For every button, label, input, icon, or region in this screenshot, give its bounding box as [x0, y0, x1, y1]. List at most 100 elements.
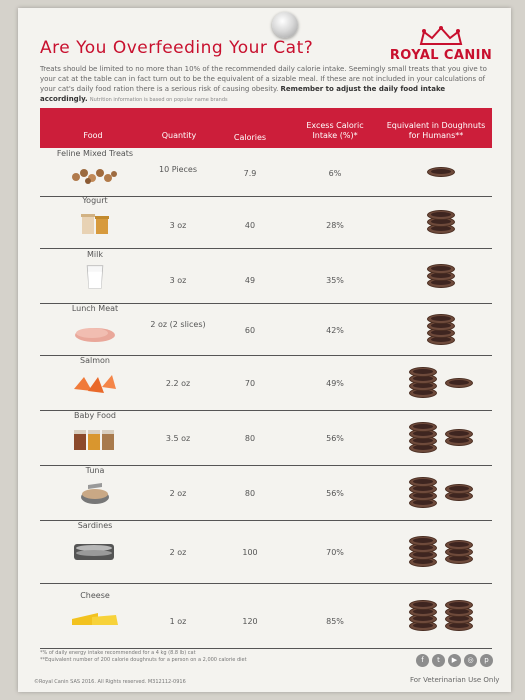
excess-cell: 35%: [326, 276, 344, 285]
doughnut-stack: [427, 210, 455, 234]
doughnut-stack: [445, 540, 473, 564]
doughnut-icon: [445, 378, 473, 388]
baby-food-image: [74, 430, 114, 450]
excess-cell: 6%: [328, 169, 342, 178]
header-quantity: Quantity: [161, 131, 197, 140]
doughnut-group: [398, 248, 484, 303]
twitter-icon[interactable]: t: [432, 654, 445, 667]
table-row: Feline Mixed Treats 10 Pieces 7.9 6%: [40, 148, 492, 197]
quantity-cell: 2 oz: [169, 548, 187, 557]
quantity-cell: 2 oz (2 slices): [150, 320, 206, 329]
doughnut-icon: [409, 600, 437, 610]
social-icons: f t ▶ ◎ p: [416, 654, 496, 668]
doughnut-icon: [445, 429, 473, 439]
food-name: Tuna: [85, 466, 105, 475]
intro-emphasis: Remember to adjust the daily food intake…: [40, 85, 446, 103]
table-row: Lunch Meat 2 oz (2 slices) 60 42%: [40, 303, 492, 356]
table-row: Milk 3 oz 49 35%: [40, 248, 492, 304]
excess-cell: 28%: [326, 221, 344, 230]
yogurt-image: [81, 214, 109, 234]
table-row: Cheese 1 oz 120 85%: [40, 583, 492, 649]
doughnut-icon: [427, 264, 455, 274]
doughnut-stack: [445, 600, 473, 631]
table-row: Sardines 2 oz 100 70%: [40, 520, 492, 584]
doughnut-group: [398, 148, 484, 196]
header-calories: Calories: [233, 133, 267, 142]
doughnut-stack: [409, 422, 437, 453]
header-excess: Excess Caloric Intake (%)*: [306, 121, 364, 140]
doughnut-stack: [445, 484, 473, 501]
calories-cell: 60: [244, 326, 256, 335]
doughnut-stack: [409, 367, 437, 398]
calories-cell: 80: [244, 434, 256, 443]
salmon-image: [74, 375, 116, 393]
calories-cell: 100: [242, 548, 258, 557]
food-name: Feline Mixed Treats: [56, 149, 134, 158]
food-name: Cheese: [80, 591, 110, 600]
intro-source-note: Nutrition information is based on popula…: [89, 97, 228, 103]
footnote-daily-intake: *% of daily energy intake recommended fo…: [40, 650, 196, 656]
instagram-icon[interactable]: ◎: [464, 654, 477, 667]
doughnut-icon: [409, 422, 437, 432]
calories-cell: 70: [244, 379, 256, 388]
calories-cell: 7.9: [243, 169, 257, 178]
doughnut-icon: [427, 167, 455, 177]
food-name: Yogurt: [82, 196, 108, 205]
calories-cell: 120: [242, 617, 258, 626]
excess-cell: 56%: [326, 489, 344, 498]
quantity-cell: 1 oz: [169, 617, 187, 626]
youtube-icon[interactable]: ▶: [448, 654, 461, 667]
intro-body: Treats should be limited to no more than…: [40, 65, 487, 93]
excess-cell: 85%: [326, 617, 344, 626]
table-row: Tuna 2 oz 80 56%: [40, 465, 492, 521]
sardines-image: [74, 544, 114, 560]
doughnut-group: [398, 196, 484, 248]
table-header: Food Quantity Calories Excess Caloric In…: [40, 108, 492, 148]
doughnut-stack: [409, 477, 437, 508]
doughnut-group: [398, 520, 484, 583]
doughnut-stack: [409, 536, 437, 567]
poster: Are You Overfeeding Your Cat? ROYAL CANI…: [18, 8, 511, 692]
doughnut-group: [398, 410, 484, 465]
doughnut-stack: [427, 167, 455, 177]
header-food: Food: [83, 131, 103, 140]
doughnut-icon: [427, 314, 455, 324]
quantity-cell: 2.2 oz: [165, 379, 191, 388]
doughnut-stack: [427, 314, 455, 345]
doughnut-icon: [445, 600, 473, 610]
calories-cell: 80: [244, 489, 256, 498]
facebook-icon[interactable]: f: [416, 654, 429, 667]
header-equivalent: Equivalent in Doughnuts for Humans**: [386, 121, 486, 140]
doughnut-icon: [409, 536, 437, 546]
brand-name: ROYAL CANIN: [389, 48, 493, 63]
pinterest-icon[interactable]: p: [480, 654, 493, 667]
calories-cell: 40: [244, 221, 256, 230]
vet-use-note: For Veterinarian Use Only: [410, 676, 500, 684]
cheese-image: [72, 613, 118, 625]
excess-cell: 56%: [326, 434, 344, 443]
table-row: Yogurt 3 oz 40 28%: [40, 196, 492, 249]
doughnut-stack: [445, 429, 473, 446]
doughnut-icon: [427, 210, 455, 220]
milk-image: [86, 265, 104, 289]
tuna-image: [81, 483, 109, 504]
footnote-doughnuts: **Equivalent number of 200 calorie dough…: [40, 657, 247, 663]
quantity-cell: 2 oz: [169, 489, 187, 498]
doughnut-group: [398, 465, 484, 520]
doughnut-icon: [445, 540, 473, 550]
excess-cell: 42%: [326, 326, 344, 335]
treats-image: [72, 169, 117, 184]
intro-text: Treats should be limited to no more than…: [40, 64, 495, 105]
food-name: Salmon: [80, 356, 110, 365]
pushpin-icon: [272, 12, 298, 38]
crown-icon: [419, 26, 463, 45]
excess-cell: 70%: [326, 548, 344, 557]
quantity-cell: 3 oz: [169, 221, 187, 230]
doughnut-group: [398, 583, 484, 648]
calories-cell: 49: [244, 276, 256, 285]
footnotes: *% of daily energy intake recommended fo…: [40, 650, 400, 664]
food-name: Lunch Meat: [71, 304, 119, 313]
page-title: Are You Overfeeding Your Cat?: [40, 38, 314, 58]
doughnut-group: [398, 303, 484, 355]
quantity-cell: 10 Pieces: [158, 165, 197, 174]
